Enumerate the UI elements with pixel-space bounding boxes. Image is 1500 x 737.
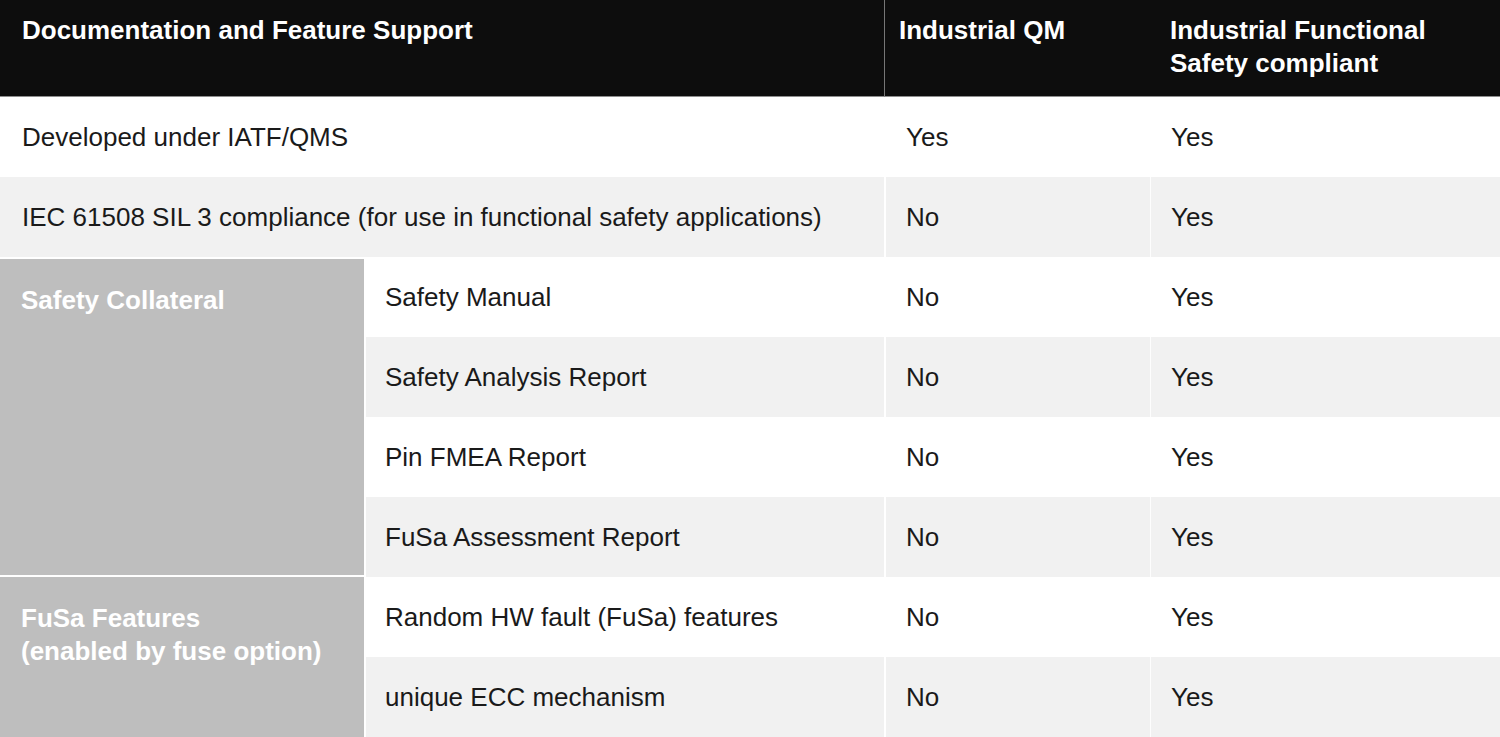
fusa-value-cell: Yes [1150,577,1500,657]
row-label-text: unique ECC mechanism [385,682,665,713]
qm-value-cell: Yes [884,97,1150,177]
row-label-text: IEC 61508 SIL 3 compliance (for use in f… [22,202,822,233]
fusa-value-text: Yes [1171,522,1213,553]
header-title-text: Documentation and Feature Support [22,14,473,47]
qm-value-text: No [906,202,939,233]
group-label-fusa-features: FuSa Features (enabled by fuse option) [0,577,366,737]
fusa-value-text: Yes [1171,442,1213,473]
qm-value-cell: No [884,177,1150,257]
row-label-random-hw-fault-features: Random HW fault (FuSa) features [366,577,884,657]
fusa-value-cell: Yes [1150,337,1500,417]
fusa-value-text: Yes [1171,282,1213,313]
group-label-line1: Safety Collateral [21,284,225,317]
row-label-safety-manual: Safety Manual [366,257,884,337]
row-label-developed-under-iatf-qms: Developed under IATF/QMS [0,97,884,177]
qm-value-text: No [906,682,939,713]
header-fusa-text: Industrial Functional Safety compliant [1170,14,1460,80]
qm-value-text: No [906,282,939,313]
row-label-text: Pin FMEA Report [385,442,586,473]
header-qm-text: Industrial QM [899,14,1065,47]
qm-value-cell: No [884,657,1150,737]
qm-value-cell: No [884,577,1150,657]
row-label-unique-ecc-mechanism: unique ECC mechanism [366,657,884,737]
row-label-text: Safety Manual [385,282,551,313]
qm-value-text: Yes [906,122,948,153]
header-industrial-functional-safety: Industrial Functional Safety compliant [1150,0,1500,97]
header-industrial-qm: Industrial QM [884,0,1150,97]
fusa-value-cell: Yes [1150,97,1500,177]
fusa-value-cell: Yes [1150,497,1500,577]
qm-value-cell: No [884,257,1150,337]
fusa-value-text: Yes [1171,202,1213,233]
row-label-iec-61508-sil3: IEC 61508 SIL 3 compliance (for use in f… [0,177,884,257]
row-label-text: FuSa Assessment Report [385,522,680,553]
qm-value-cell: No [884,417,1150,497]
qm-value-text: No [906,362,939,393]
header-documentation-feature-support: Documentation and Feature Support [0,0,884,97]
fusa-value-cell: Yes [1150,417,1500,497]
qm-value-cell: No [884,497,1150,577]
group-label-line2: (enabled by fuse option) [21,635,321,668]
group-label-safety-collateral: Safety Collateral [0,257,366,577]
feature-support-table: Documentation and Feature Support Indust… [0,0,1500,737]
fusa-value-cell: Yes [1150,657,1500,737]
fusa-value-text: Yes [1171,682,1213,713]
fusa-value-cell: Yes [1150,177,1500,257]
group-label-line1: FuSa Features [21,602,200,635]
row-label-text: Developed under IATF/QMS [22,122,348,153]
qm-value-cell: No [884,337,1150,417]
fusa-value-cell: Yes [1150,257,1500,337]
qm-value-text: No [906,442,939,473]
row-label-safety-analysis-report: Safety Analysis Report [366,337,884,417]
fusa-value-text: Yes [1171,122,1213,153]
qm-value-text: No [906,522,939,553]
fusa-value-text: Yes [1171,602,1213,633]
qm-value-text: No [906,602,939,633]
row-label-fusa-assessment-report: FuSa Assessment Report [366,497,884,577]
row-label-text: Safety Analysis Report [385,362,647,393]
fusa-value-text: Yes [1171,362,1213,393]
row-label-pin-fmea-report: Pin FMEA Report [366,417,884,497]
row-label-text: Random HW fault (FuSa) features [385,602,778,633]
